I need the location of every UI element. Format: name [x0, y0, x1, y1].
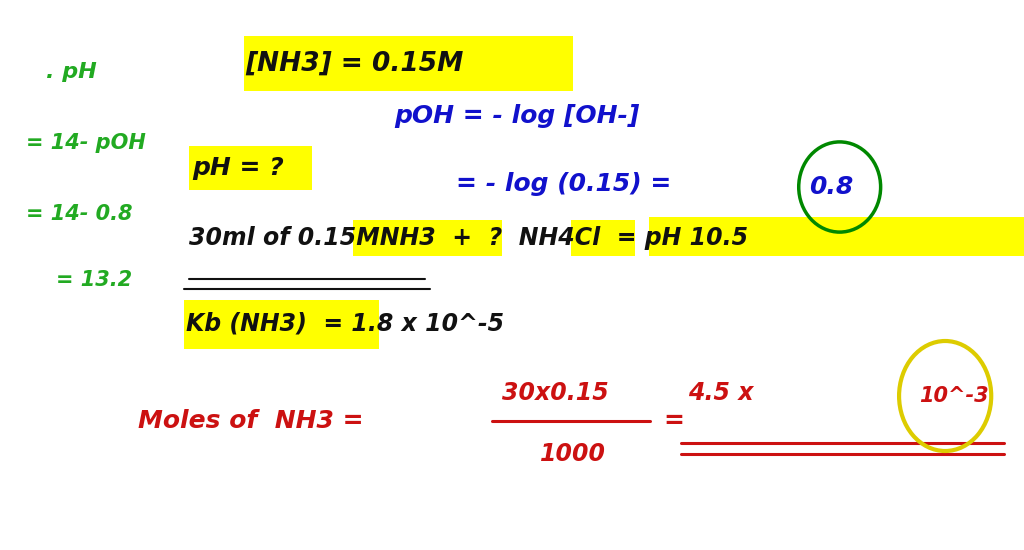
Bar [189, 146, 312, 190]
Bar [649, 217, 1024, 256]
Bar [184, 300, 379, 349]
Text: pOH = - log [OH-]: pOH = - log [OH-] [394, 103, 640, 128]
Text: 10^-3: 10^-3 [920, 386, 989, 406]
Text: Moles of  NH3 =: Moles of NH3 = [138, 409, 364, 433]
Text: = 13.2: = 13.2 [56, 271, 132, 290]
Text: [NH3] = 0.15M: [NH3] = 0.15M [246, 50, 464, 76]
Text: 1000: 1000 [540, 442, 605, 466]
Bar [571, 220, 635, 256]
Text: Kb (NH3)  = 1.8 x 10^-5: Kb (NH3) = 1.8 x 10^-5 [186, 311, 505, 336]
Text: 30ml of 0.15MNH3  +  ?  NH4Cl  = pH 10.5: 30ml of 0.15MNH3 + ? NH4Cl = pH 10.5 [189, 226, 749, 250]
Text: pH = ?: pH = ? [193, 156, 285, 180]
Text: . pH: . pH [46, 62, 97, 81]
Text: 0.8: 0.8 [809, 175, 853, 199]
Text: 4.5 x: 4.5 x [688, 381, 754, 405]
Text: 30x0.15: 30x0.15 [502, 381, 608, 405]
Text: =: = [664, 409, 685, 433]
Text: = 14- pOH: = 14- pOH [26, 133, 145, 153]
Text: = - log (0.15) =: = - log (0.15) = [456, 172, 671, 196]
Bar [244, 36, 573, 91]
Bar [353, 220, 502, 256]
Text: = 14- 0.8: = 14- 0.8 [26, 205, 132, 224]
